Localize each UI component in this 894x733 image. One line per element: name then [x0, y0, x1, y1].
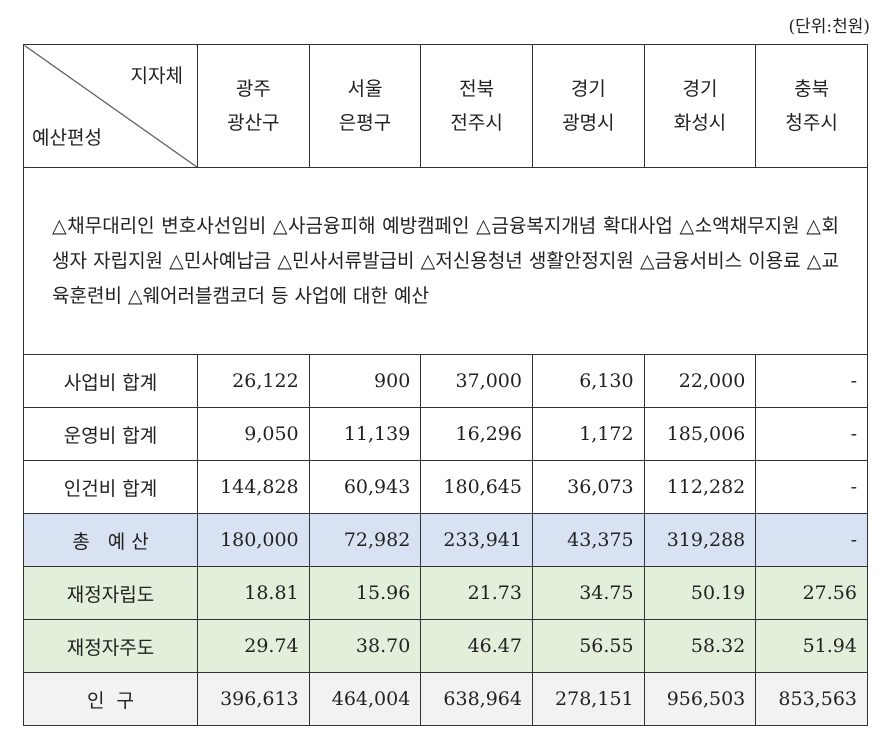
value-cell: 900	[308, 354, 422, 408]
value-cell: 185,006	[643, 407, 757, 461]
region: 서울	[347, 78, 383, 100]
row-label: 운영비 합계	[23, 407, 198, 461]
description: △채무대리인 변호사선임비 △사금융피해 예방캠페인 △금융복지개념 확대사업 …	[23, 167, 868, 355]
table-row: 운영비 합계 9,050 11,139 16,296 1,172 185,006-	[23, 407, 868, 461]
value-cell: -	[755, 460, 868, 514]
table-row: 재정자립도 18.81 15.96 21.73 34.75 50.19 27.56	[23, 566, 868, 620]
value-cell: 22,000	[643, 354, 757, 408]
row-label: 인 구	[23, 672, 198, 726]
region: 충북	[794, 78, 830, 100]
region: 경기	[570, 78, 606, 100]
row-label: 재정자주도	[23, 619, 198, 673]
value-cell: 34.75	[531, 566, 645, 620]
description-row: △채무대리인 변호사선임비 △사금융피해 예방캠페인 △금융복지개념 확대사업 …	[23, 167, 868, 355]
value-cell: 60,943	[308, 460, 422, 514]
value-cell: 6,130	[531, 354, 645, 408]
district: 광산구	[227, 112, 280, 134]
value-cell: 16,296	[420, 407, 533, 461]
value-cell: 180,000	[197, 513, 310, 567]
district: 청주시	[785, 112, 838, 134]
value-cell: -	[755, 407, 868, 461]
corner-bottom: 예산편성	[32, 127, 102, 149]
value-cell: -	[755, 354, 868, 408]
value-cell: 638,964	[420, 672, 533, 726]
value-cell: 396,613	[197, 672, 310, 726]
value-cell: 37,000	[420, 354, 533, 408]
value-cell: 319,288	[643, 513, 757, 567]
value-cell: 11,139	[308, 407, 422, 461]
table-row: 인건비 합계 144,828 60,943 180,645 36,073 112,282-	[23, 460, 868, 514]
region: 광주	[235, 78, 271, 100]
value-cell: 464,004	[308, 672, 422, 726]
value-cell: 278,151	[531, 672, 645, 726]
value-cell: 112,282	[643, 460, 757, 514]
corner-top: 지자체	[130, 65, 183, 87]
value-cell: 180,645	[420, 460, 533, 514]
table-row: 인 구 396,613 464,004 638,964 278,151 956,503 85…	[23, 672, 868, 726]
district: 화성시	[673, 112, 727, 134]
value-cell: 233,941	[420, 513, 533, 567]
value-cell: 26,122	[197, 354, 310, 408]
table-row: 재정자주도 29.74 38.70 46.47 56.55 58.32 51.94	[23, 619, 868, 673]
district: 은평구	[338, 112, 392, 134]
value-cell: 853,563	[755, 672, 868, 726]
value-cell: 1,172	[531, 407, 645, 461]
value-cell: 72,982	[308, 513, 422, 567]
value-cell: 36,073	[531, 460, 645, 514]
value-cell: 58.32	[643, 619, 757, 673]
region: 전북	[459, 78, 495, 100]
value-cell: 15.96	[308, 566, 422, 620]
value-cell: 43,375	[531, 513, 645, 567]
value-cell: 50.19	[643, 566, 757, 620]
table-row: 사업비 합계 26,122 900 37,000 6,130 22,000-	[23, 354, 868, 408]
value-cell: 9,050	[197, 407, 310, 461]
row-label: 사업비 합계	[23, 354, 198, 408]
value-cell: 18.81	[197, 566, 310, 620]
value-cell: 29.74	[197, 619, 310, 673]
value-cell: 56.55	[531, 619, 645, 673]
value-cell: 956,503	[643, 672, 757, 726]
row-label: 재정자립도	[23, 566, 198, 620]
value-cell: 51.94	[755, 619, 868, 673]
district: 전주시	[450, 112, 503, 134]
value-cell: 38.70	[308, 619, 422, 673]
value-cell: 21.73	[420, 566, 533, 620]
value-cell: -	[755, 513, 868, 567]
row-label: 총 예 산	[23, 513, 198, 567]
district: 광명시	[562, 112, 615, 134]
value-cell: 46.47	[420, 619, 533, 673]
table-row: 총 예 산 180,000 72,982 233,941 43,375 319,288-	[23, 513, 868, 567]
region: 경기	[682, 78, 718, 100]
value-cell: 27.56	[755, 566, 868, 620]
value-cell: 144,828	[197, 460, 310, 514]
unit-label: (단위:천원)	[788, 17, 870, 37]
corner-cell: 지자체 예산편성	[23, 44, 198, 168]
row-label: 인건비 합계	[23, 460, 198, 514]
